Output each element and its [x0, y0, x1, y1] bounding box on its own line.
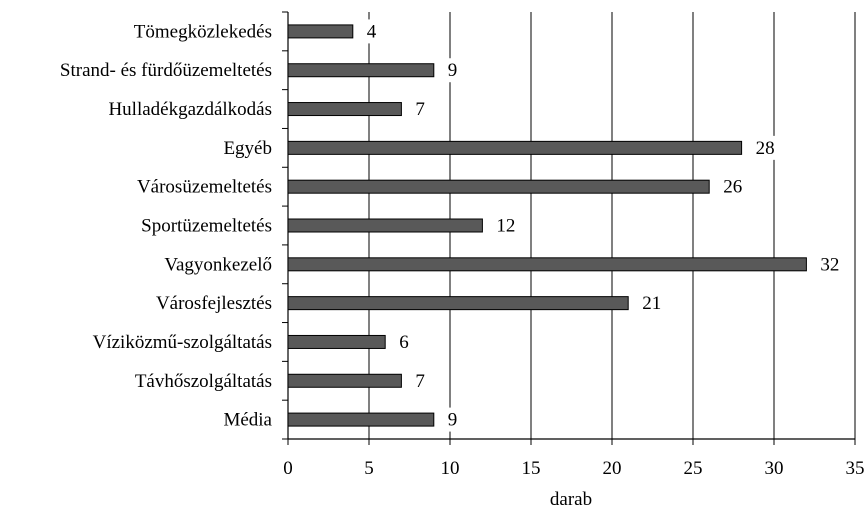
data-label: 7 [415, 371, 425, 392]
bar [287, 102, 402, 117]
x-tick-label: 35 [846, 458, 865, 479]
data-label: 21 [642, 293, 661, 314]
x-tick-label: 0 [283, 458, 293, 479]
value-label-background [393, 329, 416, 354]
bar [287, 334, 386, 349]
category-label: Sportüzemeltetés [141, 216, 272, 237]
data-label: 9 [448, 410, 458, 431]
category-label: Városfejlesztés [156, 293, 272, 314]
x-axis-title: darab [550, 489, 592, 510]
bar [287, 140, 743, 155]
category-label: Tömegközlekedés [134, 21, 272, 42]
value-label-background [409, 368, 432, 393]
value-label-background [360, 19, 383, 44]
data-label: 28 [756, 138, 775, 159]
data-label: 26 [723, 177, 742, 198]
bar [287, 257, 807, 272]
x-tick-label: 20 [603, 458, 622, 479]
value-label-background [409, 97, 432, 122]
data-label: 32 [820, 254, 839, 275]
category-label: Városüzemeltetés [137, 177, 272, 198]
labels: 0 5 10 15 20 25 30 35 Tömegközlekedés 4 Strand- és… [60, 19, 865, 479]
category-label: Távhőszolgáltatás [135, 371, 272, 392]
bar [287, 179, 710, 194]
data-label: 4 [367, 21, 377, 42]
bar [287, 218, 483, 233]
x-tick-label: 15 [522, 458, 541, 479]
value-label-background [814, 252, 849, 277]
value-label-background [636, 291, 671, 316]
x-tick-label: 25 [684, 458, 703, 479]
category-label: Víziközmű-szolgáltatás [93, 332, 272, 353]
x-tick-label: 5 [364, 458, 374, 479]
data-label: 7 [415, 99, 425, 120]
bar [287, 24, 354, 39]
x-tick-label: 30 [765, 458, 784, 479]
value-label-background [441, 407, 464, 432]
data-label: 6 [399, 332, 409, 353]
bars [287, 24, 807, 427]
value-label-background [490, 213, 525, 238]
category-label: Média [223, 410, 272, 431]
x-tick-label: 10 [441, 458, 460, 479]
value-label-background [717, 174, 752, 199]
grid-lines [368, 12, 856, 439]
data-label: 12 [496, 216, 515, 237]
value-label-background [441, 58, 464, 83]
data-label: 9 [448, 60, 458, 81]
value-label-background [749, 135, 784, 160]
bar [287, 373, 402, 388]
bar [287, 412, 435, 427]
category-label: Strand- és fürdőüzemeltetés [60, 60, 272, 81]
bar [287, 63, 435, 78]
category-label: Hulladékgazdálkodás [108, 99, 272, 120]
category-label: Vagyonkezelő [164, 254, 272, 275]
category-label: Egyéb [223, 138, 272, 159]
bar [287, 296, 629, 311]
